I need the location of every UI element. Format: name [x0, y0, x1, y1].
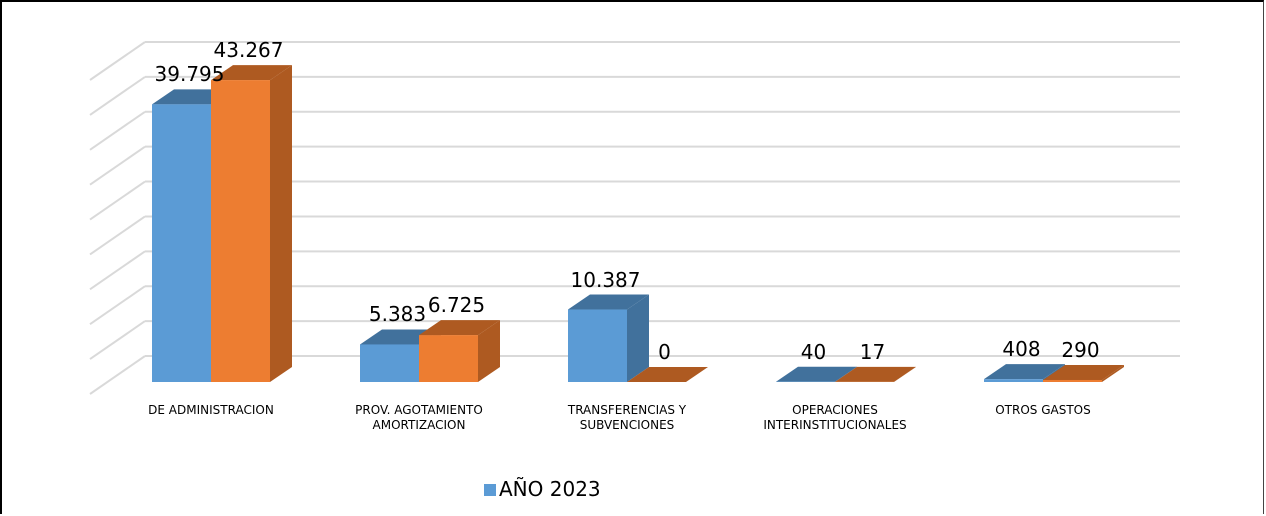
grid-line-side	[89, 250, 146, 291]
value-label: 39.795	[154, 62, 225, 87]
bar-side	[1102, 364, 1124, 382]
bar-top	[1043, 364, 1124, 380]
bar-face	[419, 335, 478, 382]
bar-top	[984, 364, 1065, 380]
value-label: 408	[1002, 337, 1041, 362]
bar-top	[568, 294, 649, 310]
value-label: 10.387	[570, 267, 641, 292]
grid-line-side	[89, 355, 146, 395]
value-label: 5.383	[368, 302, 427, 327]
bar-face	[152, 104, 211, 382]
bar-top	[835, 366, 916, 382]
legend-swatch	[484, 484, 496, 496]
bar-side	[894, 366, 916, 382]
grid-line-side	[89, 145, 146, 186]
value-label: 43.267	[213, 38, 284, 63]
bar	[627, 367, 708, 382]
bar-side	[270, 65, 292, 382]
bar	[1043, 364, 1124, 382]
x-tick-label: TRANSFERENCIAS Y SUBVENCIONES	[567, 403, 687, 432]
bar	[211, 65, 292, 382]
value-label: 17	[859, 339, 886, 364]
bar-top	[419, 320, 500, 336]
bar-face	[984, 379, 1043, 382]
bar-face	[1043, 379, 1102, 382]
x-tick-label: PROV. AGOTAMIENTO AMORTIZACION	[355, 403, 483, 432]
x-tick-label: OPERACIONES INTERINSTITUCIONALES	[763, 403, 907, 432]
grid-line-side	[89, 180, 146, 221]
bar	[835, 366, 916, 382]
grid-line-side	[89, 285, 146, 326]
x-tick-label: OTROS GASTOS	[995, 403, 1091, 417]
value-label: 290	[1061, 337, 1100, 362]
bar-face	[568, 309, 627, 382]
bar	[568, 294, 649, 382]
value-label: 40	[800, 339, 827, 364]
bar-face	[360, 344, 419, 382]
value-label: 6.725	[427, 293, 486, 318]
bar-face	[211, 80, 270, 382]
grid-line-side	[89, 320, 146, 360]
grid-line-side	[89, 41, 146, 81]
grid-line-side	[89, 76, 146, 116]
bar-top	[211, 65, 292, 81]
bar-side	[478, 320, 500, 382]
grid-line-side	[89, 215, 146, 256]
bar	[419, 320, 500, 382]
grid-line-side	[89, 110, 146, 151]
value-label: 0	[658, 340, 671, 364]
legend-label: AÑO 2023	[499, 477, 601, 501]
bar-top	[776, 366, 857, 382]
x-tick-label: DE ADMINISTRACION	[148, 403, 274, 417]
bar-top	[627, 367, 708, 382]
bar-side	[627, 294, 649, 382]
